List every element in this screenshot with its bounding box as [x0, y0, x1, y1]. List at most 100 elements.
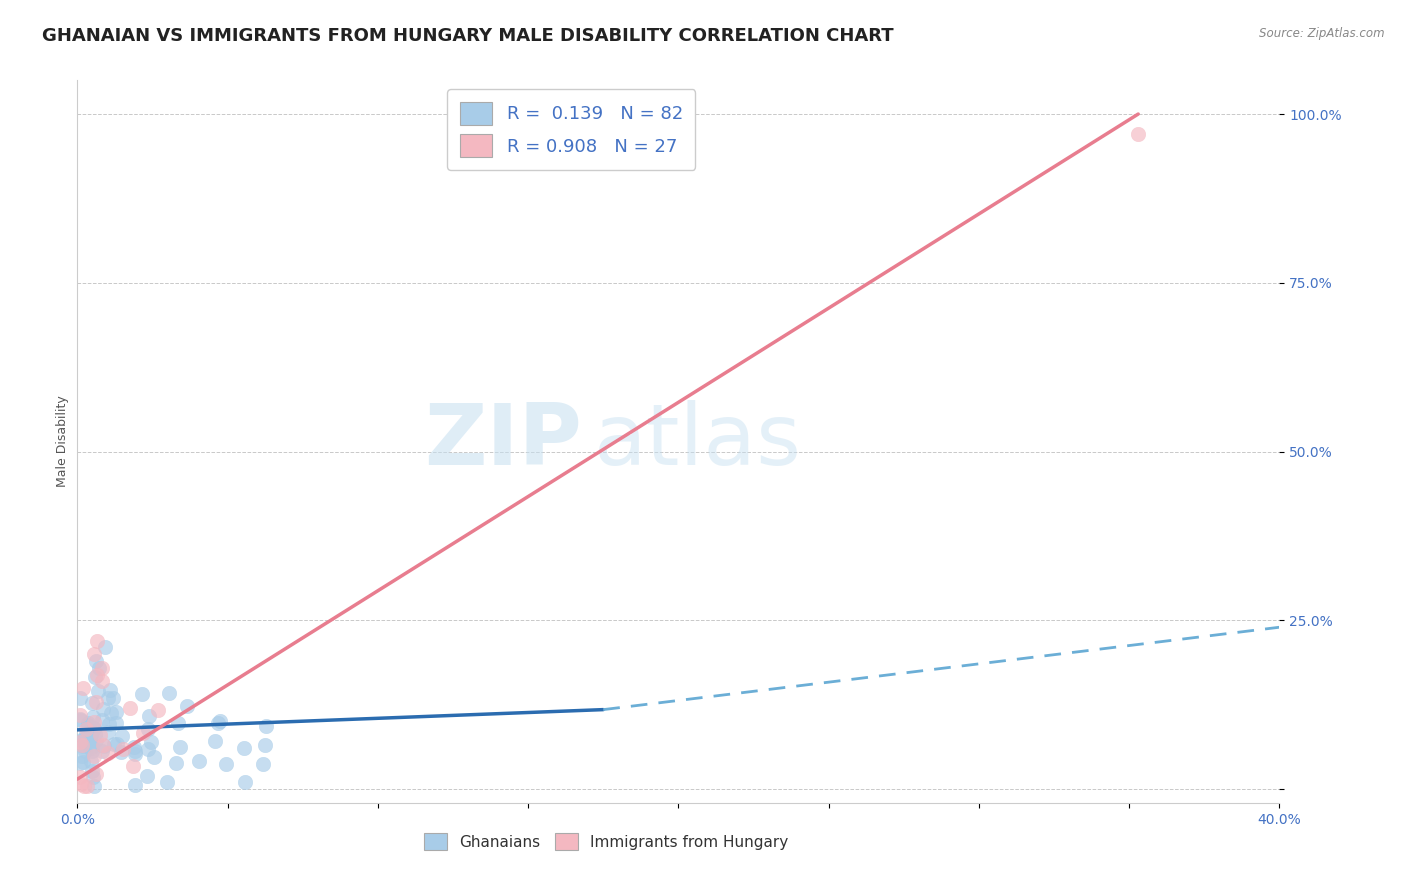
Point — [83, 647, 105, 661]
Point — [91, 661, 114, 675]
Point — [97, 691, 120, 706]
Point — [124, 778, 146, 792]
Point — [72, 738, 94, 752]
Point — [254, 719, 277, 733]
Point — [100, 706, 122, 721]
Point — [91, 674, 114, 689]
Point — [215, 756, 238, 771]
Point — [69, 735, 91, 749]
Point — [83, 748, 105, 763]
Point — [98, 716, 121, 731]
Point — [91, 701, 114, 715]
Point — [105, 706, 128, 720]
Point — [136, 722, 159, 736]
Point — [207, 716, 229, 731]
Point — [98, 682, 121, 697]
Legend: Ghanaians, Immigrants from Hungary: Ghanaians, Immigrants from Hungary — [418, 827, 794, 856]
Point — [132, 726, 155, 740]
Point — [233, 775, 256, 789]
Point — [97, 746, 120, 760]
Point — [169, 739, 191, 754]
Point — [72, 739, 94, 754]
Point — [90, 713, 112, 727]
Point — [209, 714, 232, 728]
Text: Source: ZipAtlas.com: Source: ZipAtlas.com — [1260, 27, 1385, 40]
Point — [75, 737, 97, 751]
Point — [73, 779, 96, 793]
Point — [69, 771, 91, 785]
Point — [84, 694, 107, 708]
Point — [124, 747, 146, 761]
Point — [87, 684, 110, 698]
Point — [105, 737, 128, 751]
Point — [166, 715, 188, 730]
Point — [139, 735, 162, 749]
Point — [77, 718, 100, 732]
Point — [143, 749, 166, 764]
Point — [76, 779, 98, 793]
Point — [75, 722, 97, 736]
Point — [112, 741, 135, 756]
Point — [72, 681, 94, 695]
Point — [91, 738, 114, 752]
Point — [204, 733, 226, 747]
Point — [76, 723, 98, 737]
Text: atlas: atlas — [595, 400, 803, 483]
Point — [103, 737, 125, 751]
Text: ZIP: ZIP — [425, 400, 582, 483]
Point — [72, 755, 94, 769]
Point — [70, 748, 93, 763]
Point — [233, 741, 256, 756]
Point — [83, 779, 105, 793]
Point — [79, 731, 101, 745]
Point — [91, 744, 114, 758]
Point — [84, 670, 107, 684]
Point — [69, 756, 91, 771]
Point — [86, 667, 108, 681]
Point — [72, 731, 94, 746]
Point — [83, 714, 105, 729]
Point — [84, 727, 107, 741]
Point — [110, 745, 132, 759]
Point — [79, 741, 101, 756]
Point — [86, 633, 108, 648]
Point — [93, 640, 115, 655]
Point — [124, 739, 146, 754]
Point — [82, 770, 104, 784]
Point — [89, 728, 111, 742]
Point — [97, 725, 120, 739]
Point — [122, 758, 145, 772]
Point — [146, 703, 169, 717]
Point — [82, 743, 104, 757]
Point — [79, 733, 101, 747]
Point — [83, 722, 105, 736]
Point — [75, 743, 97, 757]
Point — [77, 720, 100, 734]
Point — [118, 701, 141, 715]
Point — [135, 769, 157, 783]
Point — [124, 744, 146, 758]
Text: GHANAIAN VS IMMIGRANTS FROM HUNGARY MALE DISABILITY CORRELATION CHART: GHANAIAN VS IMMIGRANTS FROM HUNGARY MALE… — [42, 27, 894, 45]
Point — [80, 754, 103, 768]
Point — [188, 754, 211, 768]
Point — [105, 716, 128, 731]
Point — [138, 709, 160, 723]
Point — [69, 691, 91, 706]
Point — [69, 714, 91, 728]
Point — [69, 733, 91, 747]
Point — [82, 709, 104, 723]
Point — [101, 691, 124, 706]
Point — [157, 686, 180, 700]
Point — [80, 728, 103, 742]
Y-axis label: Male Disability: Male Disability — [56, 396, 69, 487]
Point — [69, 708, 91, 723]
Point — [93, 739, 115, 754]
Point — [165, 756, 187, 771]
Point — [84, 654, 107, 668]
Point — [75, 727, 97, 741]
Point — [80, 739, 103, 753]
Point — [69, 712, 91, 726]
Point — [253, 738, 276, 752]
Point — [131, 687, 153, 701]
Point — [136, 742, 159, 756]
